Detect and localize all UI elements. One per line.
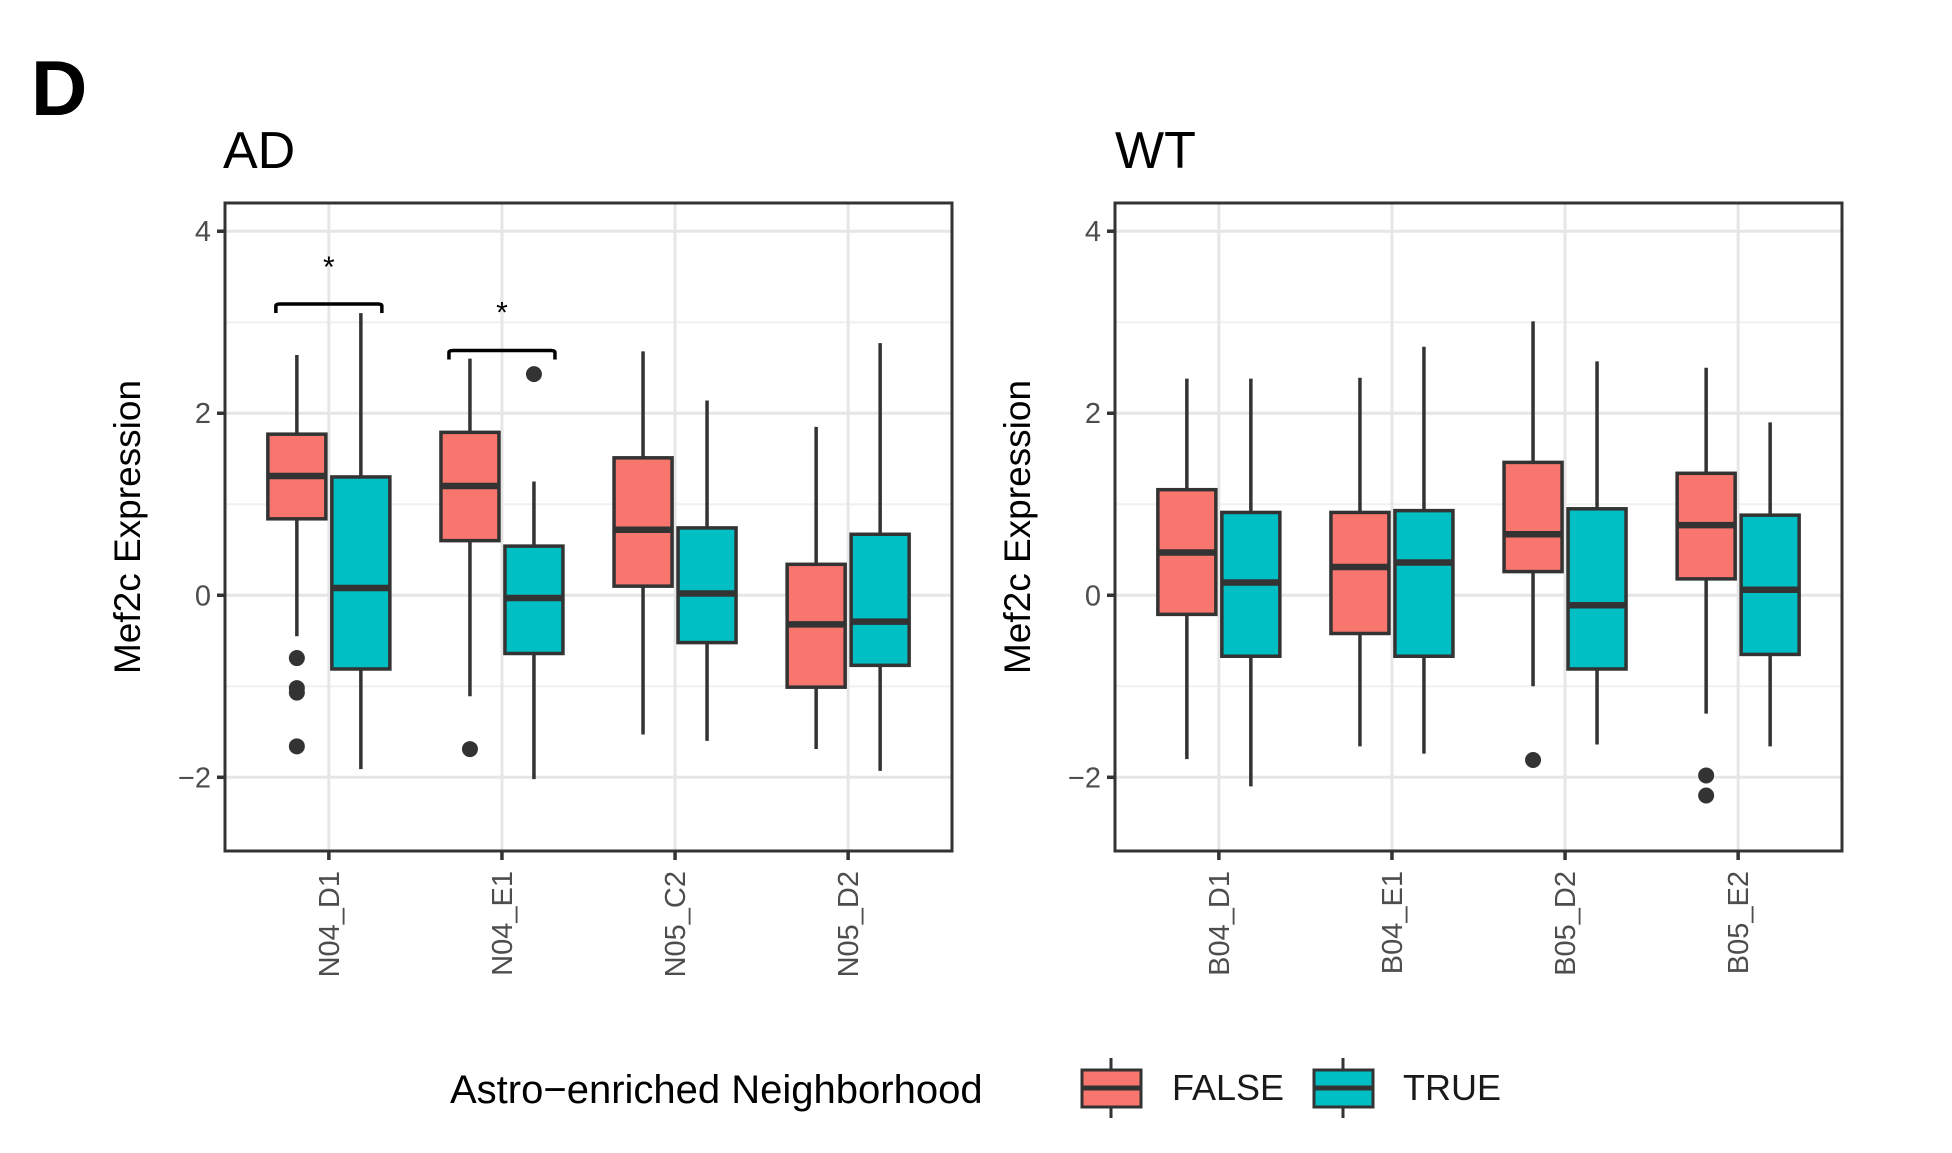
x-tick-label: N04_E1 [487,871,519,976]
box-iqr [849,532,911,668]
box-true-n05_c2 [676,400,738,741]
plot-area [1115,203,1842,851]
legend: Astro−enriched Neighborhood FALSE TRUE [450,1058,1501,1118]
x-tick-label: B04_D1 [1204,871,1236,976]
box-iqr [1393,508,1455,658]
x-tick-label: N05_D2 [833,871,865,977]
outlier-point [461,741,478,758]
outlier-point [525,366,542,383]
box-iqr [330,475,392,671]
box-iqr [1739,513,1801,657]
panel-title-wt: WT [1115,122,1196,180]
x-tick-label: B05_D2 [1550,871,1582,976]
legend-key-true [1312,1058,1375,1118]
panel-wt: Mef2c Expression −2 0 2 4 B04_D1 B04_E1 B05_D2… [997,122,1844,976]
outlier-point [1698,767,1715,784]
y-tick-label: 2 [1085,398,1101,430]
legend-label-true: TRUE [1403,1067,1501,1108]
y-tick-label: −2 [178,762,211,794]
panel-title-ad: AD [223,122,295,180]
box-false-b04_d1 [1156,378,1218,760]
y-axis-label-ad: Mef2c Expression [107,380,148,674]
box-iqr [1502,460,1564,574]
plot-area: ** [225,203,952,851]
box-iqr [612,456,674,588]
significance-label: * [496,297,508,330]
x-tick-label: N04_D1 [314,871,346,977]
box-true-b05_d2 [1566,361,1628,745]
outlier-point [1525,751,1542,768]
y-tick-label: 0 [195,580,211,612]
x-tick-label: B04_E1 [1377,871,1409,974]
y-tick-label: 2 [195,398,211,430]
outlier-point [288,650,305,667]
y-tick-label: −2 [1068,762,1101,794]
outlier-point [288,684,305,701]
box-iqr [1329,510,1391,636]
panel-letter: D [31,44,87,132]
outlier-point [1698,787,1715,804]
box-false-n05_d2 [785,426,847,750]
box-true-n04_e1 [503,366,565,780]
legend-label-false: FALSE [1172,1067,1284,1108]
legend-key-false [1080,1058,1143,1118]
box-false-n04_d1 [266,354,328,755]
panel-border [1113,201,1844,853]
significance-bracket [274,302,384,314]
box-true-b04_d1 [1220,378,1282,787]
box-false-n05_c2 [612,351,674,735]
box-false-b05_d2 [1502,321,1564,768]
outlier-point [288,738,305,755]
box-iqr [676,526,738,645]
y-tick-label: 0 [1085,580,1101,612]
box-iqr [1566,507,1628,671]
box-true-b05_e2 [1739,422,1801,747]
box-false-b05_e2 [1675,367,1737,804]
legend-title: Astro−enriched Neighborhood [450,1068,983,1112]
box-true-n04_d1 [330,313,392,770]
y-axis-label-wt: Mef2c Expression [997,380,1038,674]
y-tick-label: 4 [1085,216,1101,248]
significance-label: * [323,251,335,284]
x-tick-label: B05_E2 [1723,871,1755,974]
panel-border [223,201,954,853]
box-false-b04_e1 [1329,377,1391,747]
box-false-n04_e1 [439,358,501,758]
box-true-n05_d2 [849,343,911,771]
x-tick-label: N05_C2 [660,871,692,977]
box-true-b04_e1 [1393,346,1455,754]
significance-bracket [447,348,557,360]
y-tick-label: 4 [195,216,211,248]
